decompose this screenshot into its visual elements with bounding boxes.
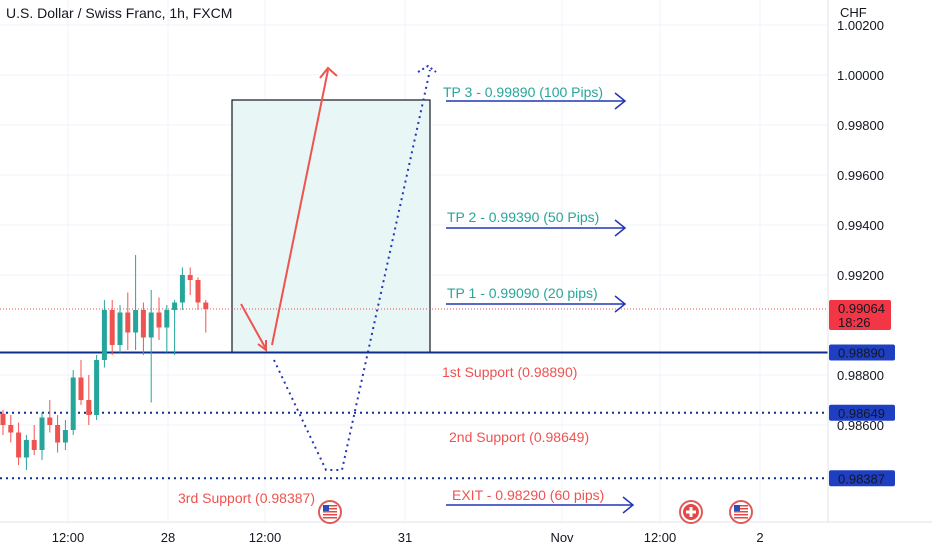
exit-arrow-head: [622, 496, 635, 514]
price-level-value: 0.98890: [838, 346, 885, 361]
price-level-badge: [829, 470, 895, 487]
price-level-value: 0.98649: [838, 406, 885, 421]
us-flag-stripe: [323, 508, 337, 510]
candle-body: [8, 425, 14, 433]
support3-label: 3rd Support (0.98387): [178, 490, 315, 506]
red-arrow-down: [240, 303, 267, 350]
blue-dotted-path: [273, 69, 431, 471]
us-flag-stripe: [734, 508, 748, 510]
event-icons: [318, 500, 753, 524]
blue-dotted-arrowhead: [417, 64, 437, 73]
red-arrow-up: [271, 69, 329, 346]
price-lines: [0, 308, 828, 480]
candle-body: [62, 430, 68, 443]
time-tick-label: 12:00: [249, 530, 282, 545]
candle-body: [55, 425, 61, 443]
us-flag-stripe: [323, 511, 337, 513]
chart-title: U.S. Dollar / Swiss Franc, 1h, FXCM: [6, 5, 233, 21]
price-level-badge: [829, 404, 895, 421]
candle-body: [70, 377, 76, 430]
candle-body: [156, 312, 162, 328]
candle-body: [125, 312, 131, 333]
red-arrowhead-down: [257, 340, 267, 352]
candle-body: [133, 310, 139, 333]
price-level-badge: [829, 344, 895, 361]
us-flag-canton: [323, 505, 329, 511]
us-flag-stripe: [323, 505, 337, 507]
time-tick-label: 31: [398, 530, 412, 545]
exit-label: EXIT - 0.98290 (60 pips): [452, 487, 604, 503]
us-flag-icon: [318, 500, 342, 524]
time-tick-label: 2: [756, 530, 763, 545]
us-flag-icon: [729, 500, 753, 524]
candle-body: [164, 310, 170, 328]
swiss-cross-v: [689, 507, 693, 517]
time-tick-label: 28: [161, 530, 175, 545]
current-price-badge: [829, 300, 891, 330]
candle-body: [172, 302, 178, 310]
us-flag-stripe: [734, 517, 748, 519]
candle-body: [117, 312, 123, 345]
annotation-labels: TP 3 - 0.99890 (100 Pips) TP 2 - 0.99390 …: [178, 84, 635, 514]
red-arrowhead-up: [319, 66, 338, 79]
candle-body: [47, 417, 53, 425]
candles: [0, 255, 209, 470]
candle-body: [94, 360, 100, 415]
candle-body: [31, 440, 37, 450]
candle-body: [23, 440, 29, 458]
us-flag-stripe: [734, 511, 748, 513]
us-flag-stripe: [323, 517, 337, 519]
candle-body: [140, 310, 146, 338]
swiss-flag-icon: [679, 500, 703, 524]
tp3-label: TP 3 - 0.99890 (100 Pips): [443, 84, 603, 100]
zones: [231, 99, 431, 354]
candle-body: [0, 413, 6, 425]
candle-body: [179, 275, 185, 303]
time-tick-label: Nov: [550, 530, 574, 545]
candle-body: [148, 312, 154, 338]
candle-body: [109, 310, 115, 345]
price-tick-label: 0.99400: [837, 218, 884, 233]
candle-body: [187, 275, 193, 280]
candle-body: [78, 377, 84, 400]
price-tick-label: 0.98800: [837, 368, 884, 383]
price-level-value: 0.98387: [838, 471, 885, 486]
tp3-arrow-head: [614, 92, 627, 110]
price-tick-label: 1.00000: [837, 68, 884, 83]
candle-body: [195, 280, 201, 303]
time-tick-label: 12:00: [644, 530, 677, 545]
us-flag-canton: [734, 505, 740, 511]
drawings: [240, 64, 437, 471]
tp2-label: TP 2 - 0.99390 (50 Pips): [447, 209, 599, 225]
countdown-timer: 18:26: [838, 315, 871, 330]
tp1-arrow-head: [614, 295, 627, 313]
target-zone: [232, 100, 430, 353]
candle-body: [86, 400, 92, 415]
us-flag-stripe: [734, 514, 748, 516]
price-tick-label: 0.99200: [837, 268, 884, 283]
price-tick-label: 0.99600: [837, 168, 884, 183]
support1-label: 1st Support (0.98890): [442, 364, 577, 380]
price-tick-label: 0.98600: [837, 418, 884, 433]
price-axis-unit: CHF: [840, 5, 867, 20]
time-tick-label: 12:00: [52, 530, 85, 545]
current-price-value: 0.99064: [838, 301, 885, 316]
candle-body: [39, 417, 45, 450]
time-axis[interactable]: 12:00 28 12:00 31 Nov 12:00 2: [0, 521, 932, 545]
support2-label: 2nd Support (0.98649): [449, 429, 589, 445]
price-tick-label: 1.00200: [837, 18, 884, 33]
tp2-arrow-head: [614, 219, 627, 237]
candle-body: [203, 302, 209, 309]
us-flag-stripe: [323, 514, 337, 516]
price-tick-label: 0.99800: [837, 118, 884, 133]
us-flag-stripe: [734, 505, 748, 507]
candle-body: [101, 310, 107, 360]
candle-body: [16, 432, 22, 458]
tp1-label: TP 1 - 0.99090 (20 pips): [447, 285, 598, 301]
